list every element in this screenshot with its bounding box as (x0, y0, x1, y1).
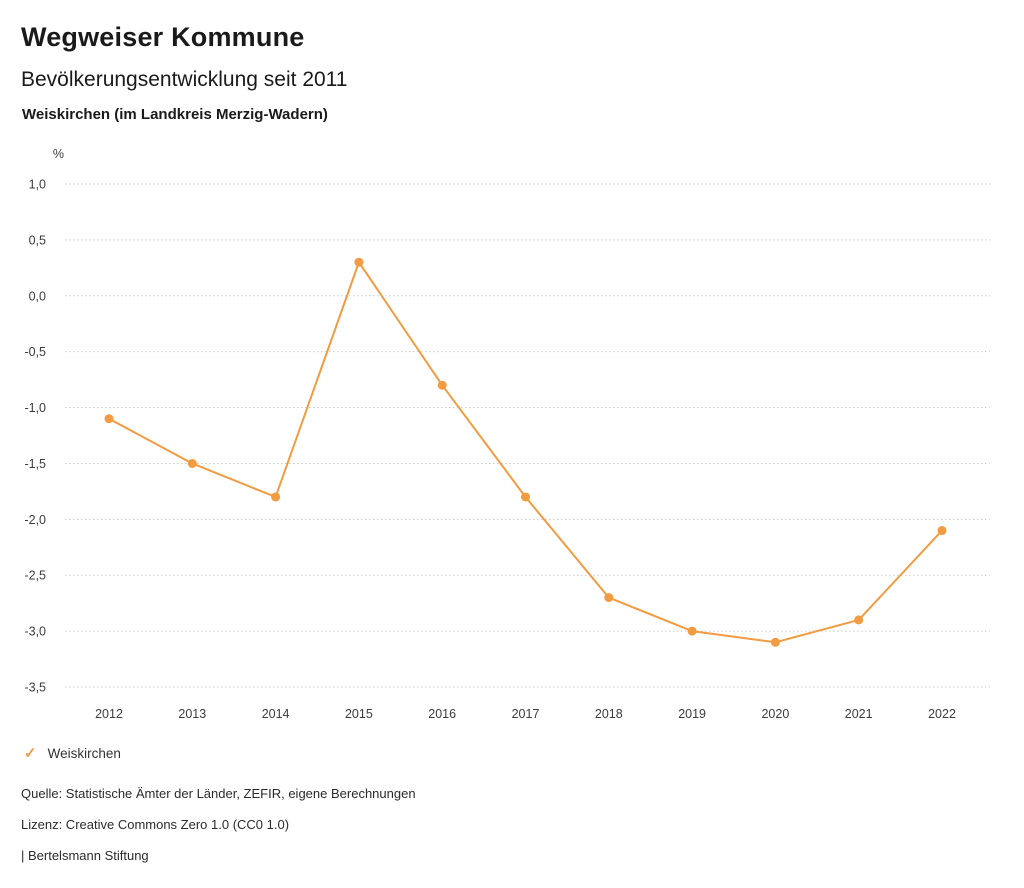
chart-title: Bevölkerungsentwicklung seit 2011 (21, 68, 348, 91)
x-tick-label: 2020 (761, 707, 789, 721)
legend-label: Weiskirchen (47, 746, 121, 761)
legend-check-icon: ✓ (24, 745, 37, 762)
y-axis-unit-label: % (53, 147, 64, 161)
data-point-2018[interactable] (604, 593, 614, 603)
data-point-2013[interactable] (187, 458, 197, 468)
series-line-weiskirchen (108, 261, 943, 644)
x-tick-label: 2015 (345, 707, 373, 721)
y-tick-label: 0,5 (29, 233, 46, 247)
x-tick-label: 2018 (595, 707, 623, 721)
x-tick-label: 2012 (95, 707, 123, 721)
line-chart-canvas: % 1,0 0,5 0,0 -0,5 -1,0 -1,5 -2,0 -2,5 -3,0 -3,5 20… (24, 147, 990, 721)
source-text: Quelle: Statistische Ämter der Länder, Z… (21, 786, 416, 801)
page-title: Wegweiser Kommune (21, 22, 305, 52)
y-tick-label: -1,5 (24, 457, 46, 471)
data-point-2015[interactable] (354, 257, 364, 267)
data-point-2016[interactable] (437, 380, 447, 390)
y-tick-label: 1,0 (29, 178, 46, 192)
y-tick-label: 0,0 (29, 289, 46, 303)
y-tick-label: -3,0 (24, 625, 46, 639)
license-text: Lizenz: Creative Commons Zero 1.0 (CC0 1… (21, 817, 290, 832)
data-point-2017[interactable] (521, 492, 530, 502)
y-tick-label: -2,0 (24, 513, 46, 527)
y-tick-label: -3,5 (24, 681, 46, 695)
data-point-2020[interactable] (770, 637, 780, 647)
x-tick-label: 2019 (678, 707, 706, 721)
x-tick-label: 2017 (512, 707, 540, 721)
data-point-2019[interactable] (687, 626, 697, 636)
y-tick-label: -2,5 (24, 569, 46, 583)
data-point-2014[interactable] (271, 492, 281, 502)
data-point-2021[interactable] (854, 615, 864, 625)
data-point-2012[interactable] (104, 414, 114, 424)
attribution-text: | Bertelsmann Stiftung (21, 848, 149, 863)
x-tick-label: 2013 (178, 707, 206, 721)
y-tick-label: -0,5 (24, 345, 46, 359)
x-tick-label: 2022 (928, 707, 956, 721)
y-tick-label: -1,0 (24, 401, 46, 415)
x-tick-label: 2016 (428, 707, 456, 721)
data-point-2022[interactable] (937, 526, 947, 536)
x-tick-label: 2021 (845, 707, 873, 721)
legend-item-weiskirchen[interactable]: ✓ Weiskirchen (24, 746, 121, 761)
region-subtitle: Weiskirchen (im Landkreis Merzig-Wadern) (22, 106, 328, 123)
x-tick-label: 2014 (262, 707, 290, 721)
